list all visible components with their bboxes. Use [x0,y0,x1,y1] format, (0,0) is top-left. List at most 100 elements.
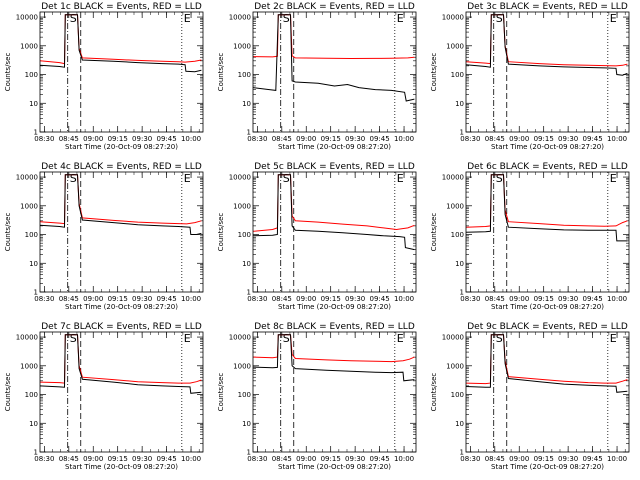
y-axis-label: Counts/sec [4,53,12,92]
y-tick-label: 100 [238,71,251,79]
x-tick-label: 09:00 [509,135,529,143]
x-tick-label: 09:00 [509,455,529,463]
marker-label: S [283,172,290,185]
x-tick-label: 09:45 [157,135,177,143]
x-tick-label: 09:00 [83,295,103,303]
y-axis-label: Counts/sec [430,53,438,92]
y-tick-label: 10 [29,100,38,108]
marker-label: E [610,12,617,25]
x-tick-label: 10:00 [607,455,627,463]
panel-title: Det 9c BLACK = Events, RED = LLD [467,322,628,332]
x-tick-label: 09:15 [108,135,128,143]
x-tick-label: 09:30 [132,135,152,143]
x-tick-label: 09:15 [321,455,341,463]
y-tick-label: 1000 [20,42,38,50]
marker-label: S [70,332,77,345]
series-line-black [466,334,628,393]
marker-label: S [496,332,503,345]
y-tick-label: 10 [242,100,251,108]
panel-title: Det 2c BLACK = Events, RED = LLD [254,2,415,12]
x-tick-label: 09:45 [370,135,390,143]
y-tick-label: 100 [238,391,251,399]
y-tick-label: 100 [238,231,251,239]
x-axis-label: Start Time (20-Oct-09 08:27:20) [65,463,178,471]
plot-frame [39,171,204,293]
series-line-black [40,334,202,394]
y-axis-label: Counts/sec [430,373,438,412]
y-tick-label: 100 [25,391,38,399]
panel-det-9: Det 9c BLACK = Events, RED = LLD 1 10 100 10… [430,322,630,471]
y-tick-label: 1000 [233,42,251,50]
y-axis-label: Counts/sec [217,213,225,252]
y-tick-label: 10 [455,100,464,108]
x-tick-label: 08:30 [247,295,267,303]
marker-label: E [184,172,191,185]
y-tick-label: 1000 [446,202,464,210]
y-tick-label: 10 [242,260,251,268]
x-tick-label: 08:30 [34,135,54,143]
y-tick-label: 1000 [20,362,38,370]
y-tick-label: 1000 [233,362,251,370]
series-line-black [253,174,415,251]
series-line-black [466,14,628,76]
x-tick-label: 08:45 [485,135,505,143]
y-tick-label: 1000 [233,202,251,210]
y-axis-label: Counts/sec [217,53,225,92]
y-tick-label: 10000 [16,174,38,182]
y-tick-label: 10 [455,260,464,268]
x-tick-label: 08:45 [485,295,505,303]
x-tick-label: 09:15 [108,295,128,303]
x-tick-label: 09:45 [583,455,603,463]
y-axis-label: Counts/sec [4,213,12,252]
y-tick-label: 100 [25,71,38,79]
x-tick-label: 08:45 [272,455,292,463]
x-axis-label: Start Time (20-Oct-09 08:27:20) [491,463,604,471]
x-tick-label: 09:45 [370,295,390,303]
plot-frame [252,171,417,293]
y-tick-label: 1 [247,289,251,297]
x-tick-label: 10:00 [181,295,201,303]
x-tick-label: 09:30 [345,455,365,463]
marker-label: S [283,332,290,345]
x-tick-label: 09:30 [132,455,152,463]
y-tick-label: 10000 [442,14,464,22]
x-tick-label: 10:00 [607,135,627,143]
x-tick-label: 09:30 [345,295,365,303]
y-tick-label: 1 [34,289,38,297]
x-axis-label: Start Time (20-Oct-09 08:27:20) [65,303,178,311]
x-tick-label: 09:00 [296,295,316,303]
plot-frame [252,11,417,133]
y-axis-label: Counts/sec [430,213,438,252]
plot-frame [465,331,630,453]
panel-det-7: Det 7c BLACK = Events, RED = LLD 1 10 100 10… [4,322,204,471]
panel-title: Det 7c BLACK = Events, RED = LLD [41,322,202,332]
x-tick-label: 09:30 [132,295,152,303]
x-tick-label: 08:45 [59,455,79,463]
x-axis-label: Start Time (20-Oct-09 08:27:20) [491,143,604,151]
marker-label: E [184,332,191,345]
panel-det-6: Det 6c BLACK = Events, RED = LLD 1 10 100 10… [430,162,630,311]
x-axis-label: Start Time (20-Oct-09 08:27:20) [278,463,391,471]
x-tick-label: 09:15 [321,135,341,143]
y-tick-label: 10 [29,420,38,428]
x-axis-label: Start Time (20-Oct-09 08:27:20) [278,143,391,151]
series-line-black [40,14,202,73]
plot-frame [465,171,630,293]
marker-label: E [397,12,404,25]
marker-label: S [496,12,503,25]
marker-label: E [610,332,617,345]
panel-title: Det 8c BLACK = Events, RED = LLD [254,322,415,332]
y-tick-label: 100 [451,391,464,399]
x-tick-label: 08:45 [272,135,292,143]
y-axis-label: Counts/sec [4,373,12,412]
y-tick-label: 10000 [16,14,38,22]
x-tick-label: 08:30 [34,295,54,303]
panel-det-3: Det 3c BLACK = Events, RED = LLD 1 10 100 10… [430,2,630,151]
panel-det-8: Det 8c BLACK = Events, RED = LLD 1 10 100 10… [217,322,417,471]
series-line-black [466,174,628,242]
